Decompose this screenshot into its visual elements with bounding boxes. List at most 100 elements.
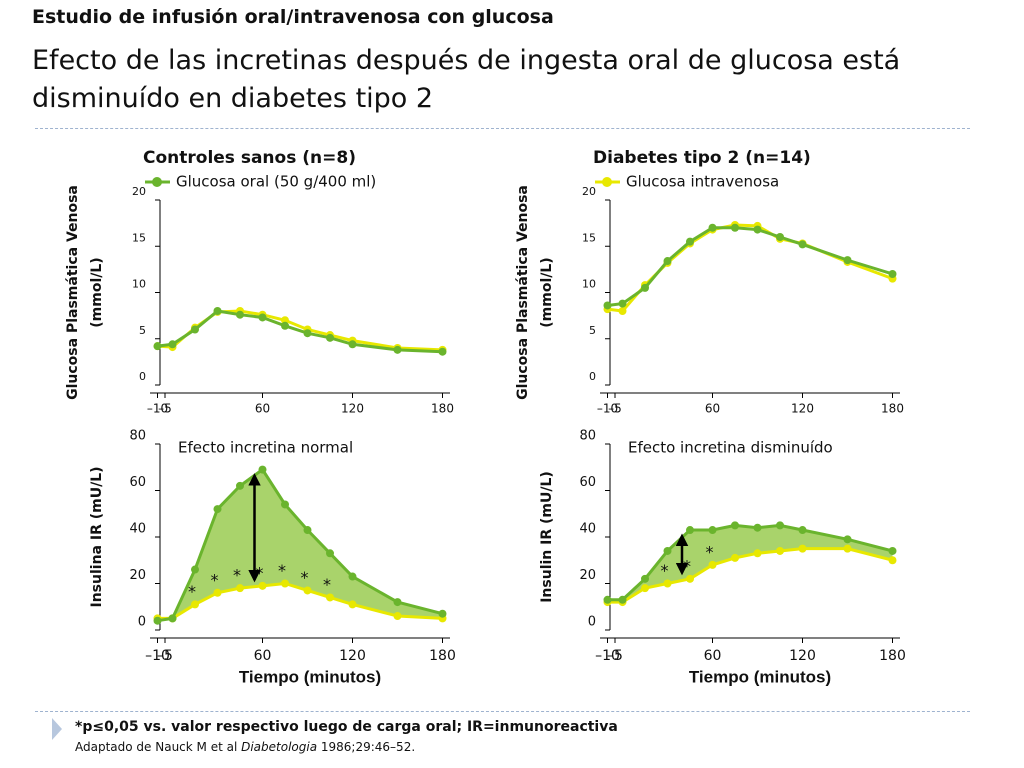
y-tick-label: 0 — [138, 615, 146, 630]
data-point — [236, 584, 244, 593]
data-point — [641, 283, 649, 292]
y-tick-label: 5 — [589, 324, 596, 337]
data-point — [258, 313, 267, 322]
significance-mark: * — [706, 542, 714, 561]
data-point — [798, 240, 807, 249]
y-tick-label: 20 — [582, 185, 596, 198]
data-point — [708, 223, 717, 232]
data-point — [281, 321, 289, 330]
series-line — [607, 547, 893, 604]
x-tick-label: 120 — [789, 648, 816, 664]
legend-label: Glucosa oral (50 g/400 ml) — [176, 173, 376, 191]
chart-title: Diabetes tipo 2 (n=14) — [593, 148, 811, 168]
data-point — [191, 600, 199, 609]
y-axis-label: Glucosa Plasmática Venosa (mmol/L) — [515, 185, 555, 400]
x-tick-label: –10 — [595, 648, 620, 664]
data-point — [686, 574, 694, 583]
data-point — [153, 616, 162, 625]
y-axis-label-line: (mmol/L) — [89, 257, 105, 327]
y-axis-label-line: Insulina IR (mU/L) — [89, 466, 105, 607]
data-point — [191, 565, 199, 574]
data-point — [281, 579, 289, 588]
data-point — [776, 233, 784, 241]
data-point — [843, 544, 852, 553]
data-point — [213, 307, 222, 315]
series-line — [607, 523, 893, 602]
citation-text: Adaptado de Nauck M et al — [75, 740, 242, 754]
data-point — [603, 301, 612, 310]
x-tick-label: –10 — [147, 402, 168, 416]
data-point — [618, 595, 627, 604]
x-tick-label: –5 — [608, 402, 622, 416]
significance-mark: * — [301, 568, 309, 587]
data-point — [641, 574, 649, 583]
y-axis-label: Insulina IR (mU/L) — [89, 466, 105, 607]
data-point — [348, 600, 357, 609]
significance-mark: * — [661, 561, 669, 580]
x-tick-label: 120 — [341, 402, 364, 416]
x-tick-label: 180 — [879, 648, 906, 664]
divider — [35, 711, 970, 712]
data-point — [438, 347, 447, 356]
data-point — [686, 526, 694, 535]
data-point — [618, 307, 627, 315]
data-point — [393, 612, 402, 621]
y-axis-label-line: Insulin IR (mU/L) — [539, 471, 555, 603]
x-tick-label: 60 — [255, 402, 270, 416]
y-axis-label: Insulin IR (mU/L) — [539, 471, 555, 603]
data-point — [326, 549, 334, 558]
significance-mark: * — [683, 556, 691, 575]
data-point — [258, 465, 267, 474]
data-point — [213, 588, 222, 597]
x-tick-label: –5 — [157, 648, 173, 664]
data-point — [303, 586, 312, 595]
data-point — [348, 572, 357, 581]
data-point — [348, 340, 357, 349]
data-point — [708, 526, 717, 535]
data-point — [281, 500, 289, 509]
data-point — [393, 345, 402, 354]
data-point — [731, 223, 739, 232]
significance-mark: * — [233, 566, 241, 585]
divider — [35, 128, 970, 129]
annotation: Efecto incretina normal — [178, 439, 353, 457]
citation-text: 1986;29:46–52. — [317, 740, 416, 754]
data-point — [731, 521, 739, 530]
data-point — [191, 325, 199, 334]
series-line — [157, 467, 443, 623]
x-tick-label: 180 — [429, 648, 456, 664]
data-point — [236, 310, 244, 319]
y-tick-label: 40 — [129, 522, 146, 537]
data-point — [663, 579, 672, 588]
x-tick-label: 180 — [881, 402, 904, 416]
y-tick-label: 0 — [588, 615, 596, 630]
y-tick-label: 10 — [582, 278, 596, 291]
data-point — [798, 544, 807, 553]
legend-marker — [152, 177, 162, 187]
data-point — [236, 481, 244, 490]
significance-mark: * — [188, 582, 196, 601]
y-tick-label: 80 — [129, 429, 146, 444]
data-point — [213, 505, 222, 514]
data-point — [776, 546, 784, 555]
significance-mark: * — [278, 561, 286, 580]
data-point — [843, 256, 852, 265]
significance-mark: * — [256, 563, 264, 582]
x-tick-label: –10 — [145, 648, 170, 664]
y-tick-label: 80 — [579, 429, 596, 444]
incretin-area — [157, 469, 443, 621]
x-axis-label: Tiempo (minutos) — [689, 667, 831, 686]
y-tick-label: 60 — [579, 475, 596, 490]
y-tick-label: 15 — [132, 231, 146, 244]
x-tick-label: 180 — [431, 402, 454, 416]
data-point — [798, 526, 807, 535]
data-point — [888, 546, 897, 555]
data-point — [708, 560, 717, 569]
annotation: Efecto incretina disminuído — [628, 439, 833, 457]
data-point — [438, 609, 447, 618]
y-tick-label: 0 — [139, 370, 146, 383]
y-tick-label: 5 — [139, 324, 146, 337]
data-point — [618, 299, 627, 308]
